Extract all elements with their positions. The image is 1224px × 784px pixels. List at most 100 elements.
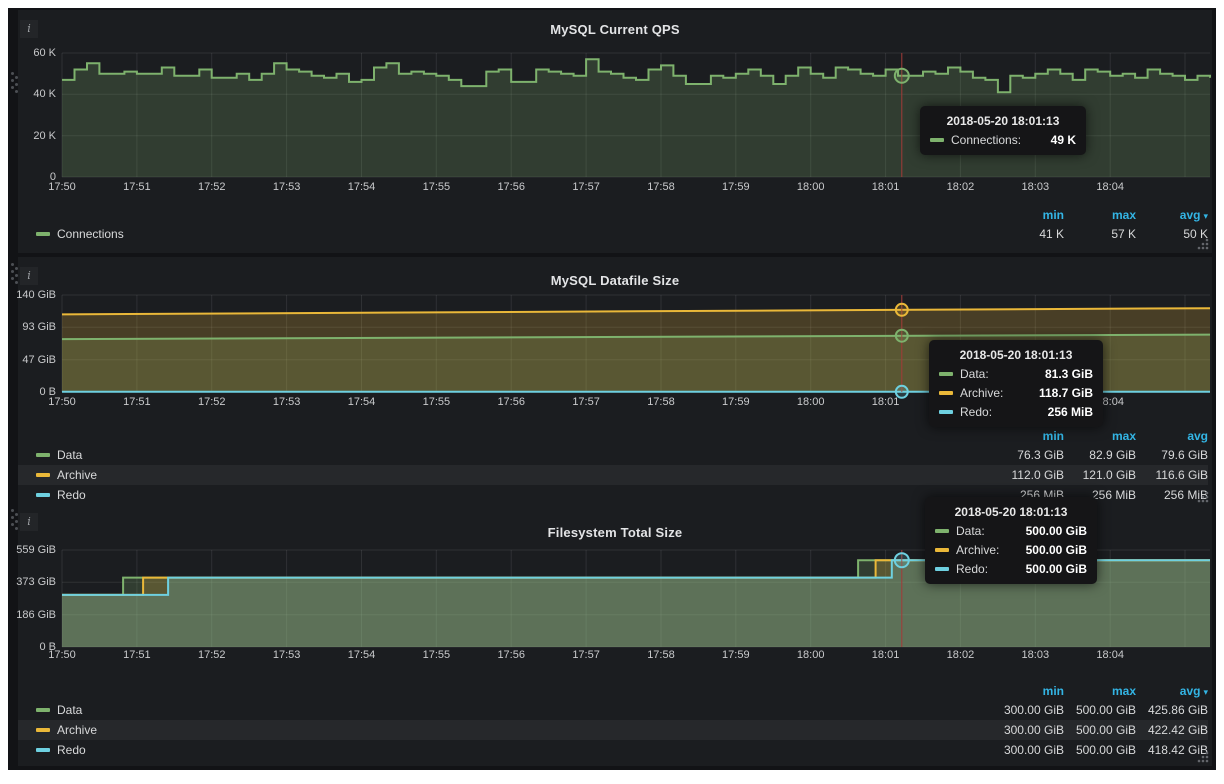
legend-sort-avg[interactable]: avg bbox=[1180, 208, 1201, 222]
x-axis-tick-label: 17:53 bbox=[273, 181, 301, 193]
x-axis-tick-label: 17:52 bbox=[198, 649, 226, 661]
legend-sort-min[interactable]: min bbox=[1043, 208, 1064, 222]
x-axis-tick-label: 17:59 bbox=[722, 649, 750, 661]
chart-tooltip: 2018-05-20 18:01:13Connections:49 K bbox=[920, 106, 1086, 155]
series-color-dash-icon[interactable] bbox=[36, 493, 50, 497]
legend-sort-avg[interactable]: avg bbox=[1187, 429, 1208, 443]
crosshair-marker-data bbox=[896, 330, 908, 342]
x-axis-tick-label: 17:57 bbox=[572, 181, 600, 193]
panel-resize-handle[interactable] bbox=[1196, 750, 1210, 764]
x-axis-tick-label: 17:54 bbox=[348, 181, 376, 193]
legend-series-label[interactable]: Redo bbox=[57, 488, 86, 502]
legend-stat-value: 41 K bbox=[992, 227, 1064, 241]
x-axis-tick-label: 17:50 bbox=[48, 396, 76, 408]
tooltip-series-value: 500.00 GiB bbox=[1010, 524, 1087, 538]
legend-stat-value: 116.6 GiB bbox=[1136, 468, 1208, 482]
legend-row: Redo300.00 GiB500.00 GiB418.42 GiB bbox=[18, 740, 1208, 760]
series-color-dash-icon[interactable] bbox=[36, 232, 50, 236]
y-axis-tick-label: 47 GiB bbox=[22, 354, 56, 366]
legend-stat-value: 300.00 GiB bbox=[992, 723, 1064, 737]
tooltip-row: Redo: 256 MiB bbox=[939, 405, 1093, 419]
x-axis-tick-label: 17:52 bbox=[198, 181, 226, 193]
x-axis-tick-label: 18:03 bbox=[1022, 649, 1050, 661]
tooltip-series-label: Archive: bbox=[956, 543, 999, 557]
x-axis-tick-label: 18:00 bbox=[797, 396, 825, 408]
legend-sort-min[interactable]: min bbox=[1043, 684, 1064, 698]
x-axis-tick-label: 17:58 bbox=[647, 396, 675, 408]
legend-series-label[interactable]: Data bbox=[57, 703, 82, 717]
legend-sort-avg[interactable]: avg bbox=[1180, 684, 1201, 698]
x-axis-tick-label: 18:01 bbox=[872, 181, 900, 193]
tooltip-timestamp: 2018-05-20 18:01:13 bbox=[935, 505, 1087, 519]
x-axis-tick-label: 17:57 bbox=[572, 649, 600, 661]
x-axis-tick-label: 18:02 bbox=[947, 181, 975, 193]
crosshair-marker-redo bbox=[895, 553, 909, 567]
tooltip-row: Archive: 500.00 GiB bbox=[935, 543, 1087, 557]
tooltip-series-value: 256 MiB bbox=[1032, 405, 1093, 419]
legend-stat-value: 112.0 GiB bbox=[992, 468, 1064, 482]
y-axis-tick-label: 93 GiB bbox=[22, 321, 56, 333]
legend-series-label[interactable]: Data bbox=[57, 448, 82, 462]
legend-series-label[interactable]: Archive bbox=[57, 468, 97, 482]
tooltip-timestamp: 2018-05-20 18:01:13 bbox=[930, 114, 1076, 128]
legend-sort-max[interactable]: max bbox=[1112, 208, 1136, 222]
legend-stat-value: 500.00 GiB bbox=[1064, 743, 1136, 757]
tooltip-series-label: Redo: bbox=[960, 405, 992, 419]
x-axis-tick-label: 17:54 bbox=[348, 396, 376, 408]
panel-title[interactable]: MySQL Current QPS bbox=[18, 22, 1212, 37]
tooltip-series-label: Data: bbox=[960, 367, 989, 381]
x-axis-tick-label: 17:55 bbox=[423, 649, 451, 661]
legend-table: min max avg▾ Data300.00 GiB500.00 GiB425.86… bbox=[18, 682, 1208, 760]
legend-stat-value: 121.0 GiB bbox=[1064, 468, 1136, 482]
legend-sort-max[interactable]: max bbox=[1112, 429, 1136, 443]
y-axis-tick-label: 140 GiB bbox=[16, 289, 56, 301]
x-axis-tick-label: 17:52 bbox=[198, 396, 226, 408]
series-color-dash-icon[interactable] bbox=[36, 748, 50, 752]
legend-row: Data300.00 GiB500.00 GiB425.86 GiB bbox=[18, 700, 1208, 720]
legend-sort-min[interactable]: min bbox=[1043, 429, 1064, 443]
series-color-dash-icon bbox=[935, 548, 949, 552]
panel-title[interactable]: MySQL Datafile Size bbox=[18, 273, 1212, 288]
x-axis-tick-label: 18:01 bbox=[872, 396, 900, 408]
x-axis-tick-label: 17:54 bbox=[348, 649, 376, 661]
tooltip-series-value: 500.00 GiB bbox=[1010, 543, 1087, 557]
legend-row: Archive 112.0 GiB121.0 GiB116.6 GiB bbox=[18, 465, 1208, 485]
chart-tooltip: 2018-05-20 18:01:13Data:81.3 GiBArchive:… bbox=[929, 340, 1103, 427]
x-axis-tick-label: 17:50 bbox=[48, 181, 76, 193]
x-axis-tick-label: 17:51 bbox=[123, 649, 151, 661]
series-color-dash-icon bbox=[939, 391, 953, 395]
chevron-down-icon: ▾ bbox=[1203, 687, 1208, 697]
series-color-dash-icon bbox=[935, 529, 949, 533]
legend-row: Data76.3 GiB82.9 GiB79.6 GiB bbox=[18, 445, 1208, 465]
series-color-dash-icon[interactable] bbox=[36, 708, 50, 712]
series-color-dash-icon[interactable] bbox=[36, 473, 50, 477]
x-axis-tick-label: 18:00 bbox=[797, 181, 825, 193]
y-axis-tick-label: 559 GiB bbox=[16, 544, 56, 556]
panel-drag-handle[interactable] bbox=[11, 509, 14, 512]
x-axis-tick-label: 17:56 bbox=[497, 181, 525, 193]
series-color-dash-icon[interactable] bbox=[36, 728, 50, 732]
legend-stat-value: 76.3 GiB bbox=[992, 448, 1064, 462]
y-axis-tick-label: 40 K bbox=[33, 88, 56, 100]
tooltip-series-label: Data: bbox=[956, 524, 985, 538]
tooltip-series-label: Redo: bbox=[956, 562, 988, 576]
x-axis-tick-label: 18:00 bbox=[797, 649, 825, 661]
x-axis-tick-label: 17:55 bbox=[423, 181, 451, 193]
x-axis-tick-label: 17:55 bbox=[423, 396, 451, 408]
legend-series-label[interactable]: Archive bbox=[57, 723, 97, 737]
x-axis-tick-label: 17:59 bbox=[722, 181, 750, 193]
x-axis-tick-label: 18:02 bbox=[947, 649, 975, 661]
legend-series-label[interactable]: Connections bbox=[57, 227, 124, 241]
panel-drag-handle[interactable] bbox=[11, 263, 14, 266]
panel-resize-handle[interactable] bbox=[1196, 490, 1210, 504]
panel-resize-handle[interactable] bbox=[1196, 237, 1210, 251]
panel-drag-handle[interactable] bbox=[11, 72, 14, 75]
series-color-dash-icon[interactable] bbox=[36, 453, 50, 457]
legend-header-row: min max avg▾ bbox=[18, 206, 1208, 224]
chevron-down-icon: ▾ bbox=[1203, 211, 1208, 221]
y-axis-tick-label: 20 K bbox=[33, 130, 56, 142]
x-axis-tick-label: 18:04 bbox=[1096, 181, 1124, 193]
chart-tooltip: 2018-05-20 18:01:13Data:500.00 GiBArchiv… bbox=[925, 497, 1097, 584]
legend-series-label[interactable]: Redo bbox=[57, 743, 86, 757]
legend-sort-max[interactable]: max bbox=[1112, 684, 1136, 698]
